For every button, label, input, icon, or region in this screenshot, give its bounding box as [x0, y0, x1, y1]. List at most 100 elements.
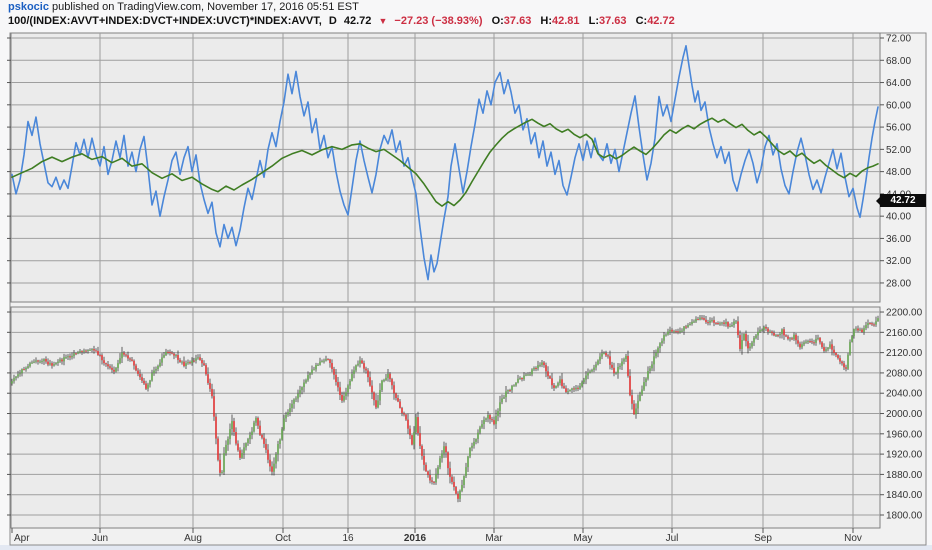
candle	[535, 367, 537, 369]
candle	[471, 445, 473, 448]
candle	[701, 317, 703, 319]
candle	[411, 435, 413, 445]
candle	[217, 438, 219, 460]
candle	[299, 390, 301, 394]
candle	[361, 360, 363, 364]
candle	[133, 360, 135, 366]
candle	[529, 374, 531, 376]
candle	[345, 392, 347, 397]
candle	[469, 447, 471, 457]
candle	[719, 323, 721, 325]
x-axis-label: May	[574, 533, 593, 544]
open-label: O:	[491, 15, 504, 27]
price-pane[interactable]	[10, 32, 881, 303]
bottom-strip	[0, 545, 932, 550]
candle	[353, 370, 355, 374]
candle	[697, 318, 699, 320]
candle	[853, 329, 855, 337]
y-axis-label: 1960.00	[886, 429, 923, 440]
candle	[237, 443, 239, 451]
candle	[343, 396, 345, 401]
candle	[427, 471, 429, 475]
candle	[593, 367, 595, 371]
candle	[683, 326, 685, 331]
candle	[457, 493, 459, 499]
candle	[833, 349, 835, 353]
candle	[851, 336, 853, 342]
candle	[475, 438, 477, 442]
candle	[527, 374, 529, 376]
candle	[387, 373, 389, 378]
candle	[743, 333, 745, 340]
candlestick-pane[interactable]	[10, 306, 881, 529]
candle	[53, 364, 55, 366]
candle	[291, 403, 293, 409]
candle	[65, 357, 67, 359]
candle	[31, 362, 33, 364]
candle	[685, 326, 687, 328]
candle	[543, 362, 545, 366]
candle	[95, 350, 97, 352]
candle	[245, 443, 247, 448]
candle	[243, 447, 245, 454]
candle	[409, 428, 411, 436]
candle	[327, 358, 329, 360]
y-axis-label: 48.00	[886, 167, 911, 178]
candle	[571, 388, 573, 390]
y-axis-label: 40.00	[886, 212, 911, 223]
candle	[39, 361, 41, 363]
candle	[609, 356, 611, 365]
candle	[213, 396, 215, 417]
candle	[349, 380, 351, 386]
candle	[185, 363, 187, 366]
candle	[677, 331, 679, 333]
candle	[151, 373, 153, 381]
candle	[713, 320, 715, 323]
candle	[215, 416, 217, 439]
candle	[495, 415, 497, 425]
candle	[709, 320, 711, 323]
candle	[803, 342, 805, 345]
author-link[interactable]: pskocic	[8, 1, 49, 13]
candle	[557, 383, 559, 386]
candle	[459, 490, 461, 499]
candle	[285, 414, 287, 419]
candle	[531, 369, 533, 375]
candle	[367, 370, 369, 378]
candle	[149, 380, 151, 385]
candle	[21, 369, 23, 374]
candle	[873, 324, 875, 326]
candle	[47, 361, 49, 365]
candle	[443, 446, 445, 454]
candle	[447, 452, 449, 469]
candle	[497, 410, 499, 416]
candle	[721, 322, 723, 324]
candle	[635, 408, 637, 415]
candle	[293, 399, 295, 404]
candle	[789, 338, 791, 340]
candle	[359, 360, 361, 364]
candle	[657, 348, 659, 353]
candle	[849, 341, 851, 355]
candle	[711, 320, 713, 322]
candle	[273, 463, 275, 472]
candle	[451, 476, 453, 482]
candle	[319, 361, 321, 365]
candle	[869, 323, 871, 325]
candle	[765, 326, 767, 329]
candle	[479, 427, 481, 433]
candle	[207, 374, 209, 383]
candle	[777, 335, 779, 337]
x-axis-label: Oct	[275, 533, 291, 544]
change-text: −27.23 (−38.93%)	[394, 15, 483, 27]
candle	[723, 322, 725, 324]
candle	[759, 329, 761, 332]
candle	[333, 369, 335, 375]
candle	[35, 360, 37, 362]
candle	[875, 321, 877, 325]
candle	[819, 337, 821, 343]
candle	[101, 355, 103, 361]
candle	[551, 378, 553, 386]
candle	[221, 472, 223, 474]
